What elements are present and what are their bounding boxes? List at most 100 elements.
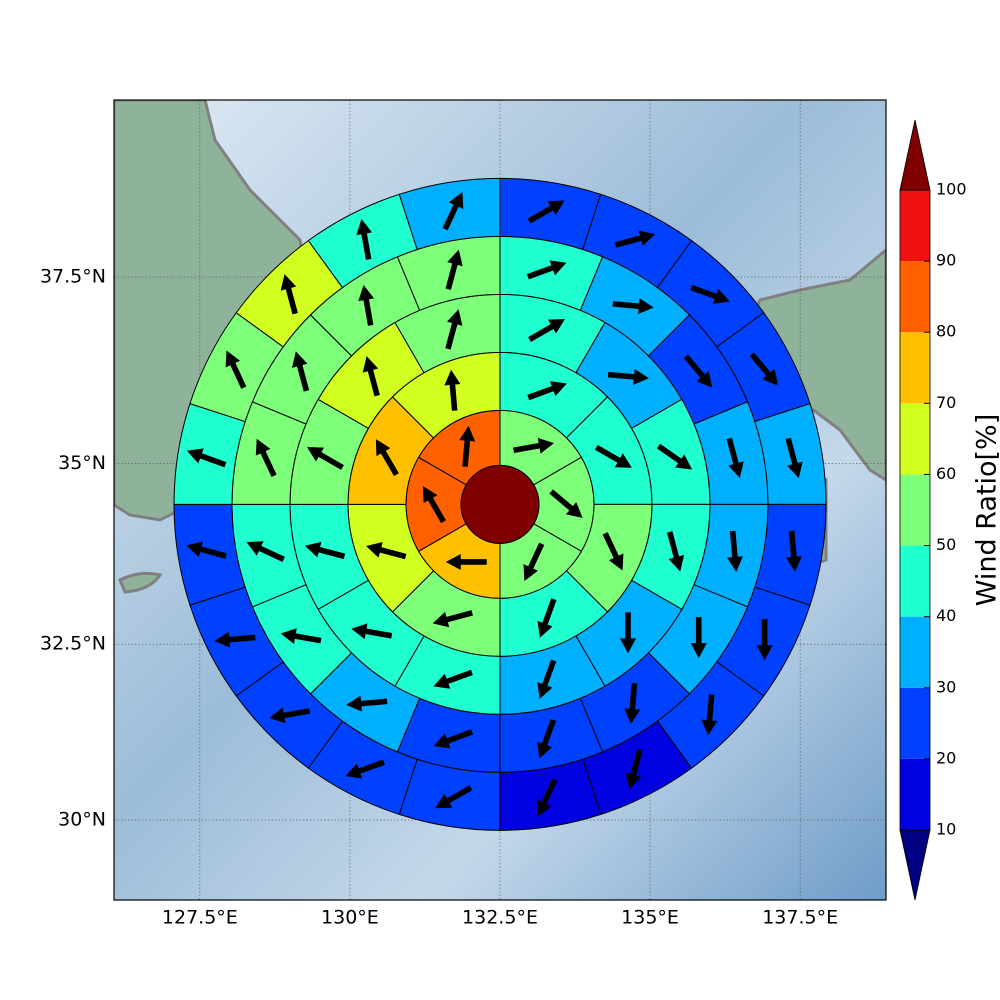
wind-arrow: [358, 284, 375, 326]
map-frame: [113, 99, 887, 901]
wind-arrow: [749, 352, 779, 386]
colorbar: 10 20 30 40 50 60 70 80 90 100: [899, 119, 967, 901]
colorbar-segment: [900, 545, 930, 617]
wind-arrow: [433, 729, 474, 749]
wind-arrow: [523, 542, 545, 581]
wind-arrow: [549, 489, 583, 518]
x-tick-label: 137.5°E: [762, 907, 838, 929]
wind-arrow: [683, 354, 713, 388]
wind-arrow: [351, 623, 393, 640]
colorbar-segment: [900, 261, 930, 333]
wind-arrow: [445, 309, 463, 350]
wind-arrow: [346, 695, 388, 712]
wind-arrow: [701, 694, 718, 736]
wind-arrow: [433, 669, 473, 689]
colorbar-tick-label: 60: [936, 464, 956, 483]
wind-arrow: [624, 682, 641, 724]
wind-arrow: [444, 369, 461, 411]
wind-arrows: [186, 191, 803, 817]
wind-arrow: [526, 260, 567, 280]
colorbar-tick-label: 50: [936, 535, 956, 554]
x-tick-label: 132.5°E: [462, 907, 538, 929]
colorbar-tick-label: 80: [936, 322, 956, 341]
x-tick-label: 127.5°E: [162, 907, 238, 929]
wind-arrow: [528, 319, 566, 342]
wind-arrow: [214, 631, 256, 648]
x-tick-label: 130°E: [321, 907, 379, 929]
center-cell: [460, 464, 540, 544]
wind-arrow: [537, 659, 557, 699]
wind-arrow: [366, 542, 407, 560]
wind-arrow: [690, 284, 730, 304]
wind-arrow: [186, 448, 227, 468]
wind-arrow: [459, 425, 476, 467]
wind-arrow: [625, 748, 643, 790]
wind-arrow: [527, 200, 565, 224]
wind-arrow: [280, 628, 322, 644]
wind-arrow: [607, 368, 649, 385]
colorbar-under: [899, 829, 931, 901]
colorbar-tick-label: 30: [936, 677, 956, 696]
wind-arrow: [726, 530, 743, 572]
colorbar-tick-label: 10: [936, 820, 956, 839]
wind-arrow: [445, 553, 487, 570]
colorbar-tick-label: 90: [936, 251, 956, 270]
wind-arrow: [280, 274, 298, 315]
colorbar-segment: [900, 758, 930, 830]
wind-arrow: [291, 351, 310, 392]
colorbar-tick-label: 40: [936, 606, 956, 625]
colorbar-segment: [900, 190, 930, 262]
wind-arrow: [612, 298, 654, 315]
wind-arrow: [619, 612, 636, 654]
wind-arrow: [614, 230, 656, 248]
sectors: [173, 177, 827, 831]
land-jeju: [118, 571, 163, 594]
colorbar-segment: [900, 332, 930, 404]
colorbar-segment: [900, 403, 930, 475]
wind-arrow: [537, 719, 557, 759]
wind-arrow: [602, 532, 624, 571]
wind-arrow: [656, 443, 693, 470]
wind-arrow: [536, 778, 558, 817]
wind-arrow: [362, 356, 380, 397]
wind-arrow: [345, 759, 385, 779]
wind-arrow: [269, 707, 311, 724]
wind-arrow: [304, 541, 346, 560]
y-tick-label: 32.5°N: [40, 633, 106, 655]
wind-arrow: [666, 531, 685, 572]
wind-arrow: [423, 486, 446, 524]
wind-arrow: [356, 219, 373, 260]
wind-arrow: [432, 610, 473, 628]
wind-arrow: [225, 350, 247, 389]
y-tick-label: 35°N: [58, 452, 106, 474]
wind-arrow: [785, 530, 802, 572]
colorbar-frame: [899, 189, 931, 831]
y-tick-label: 37.5°N: [40, 266, 106, 288]
axis-ticks: 127.5°E 130°E 132.5°E 135°E 137.5°E 30°N 32.5°…: [40, 266, 838, 929]
colorbar-tick-label: 20: [936, 748, 956, 767]
wind-arrow: [375, 439, 399, 477]
wind-arrow: [537, 598, 557, 638]
wind-arrow: [594, 444, 632, 468]
colorbar-over: [899, 119, 931, 191]
colorbar-segment: [900, 687, 930, 759]
colorbar-label: Wind Ratio[%]: [972, 414, 1000, 606]
wind-arrow: [756, 619, 773, 661]
wind-arrow: [306, 447, 344, 470]
wind-arrow: [435, 785, 473, 809]
colorbar-tick-label: 100: [936, 180, 967, 199]
wind-arrow: [246, 541, 285, 562]
wind-arrow: [442, 191, 464, 231]
colorbar-segment: [900, 616, 930, 688]
x-tick-label: 135°E: [621, 907, 679, 929]
wind-arrow: [726, 437, 744, 479]
wind-arrow: [513, 437, 554, 454]
colorbar-tick-label: 70: [936, 393, 956, 412]
y-tick-label: 30°N: [58, 808, 106, 830]
wind-arrow: [690, 617, 707, 659]
wind-arrow: [255, 438, 277, 478]
wind-arrow: [445, 249, 463, 290]
wind-arrow: [527, 381, 567, 401]
colorbar-segment: [900, 474, 930, 546]
